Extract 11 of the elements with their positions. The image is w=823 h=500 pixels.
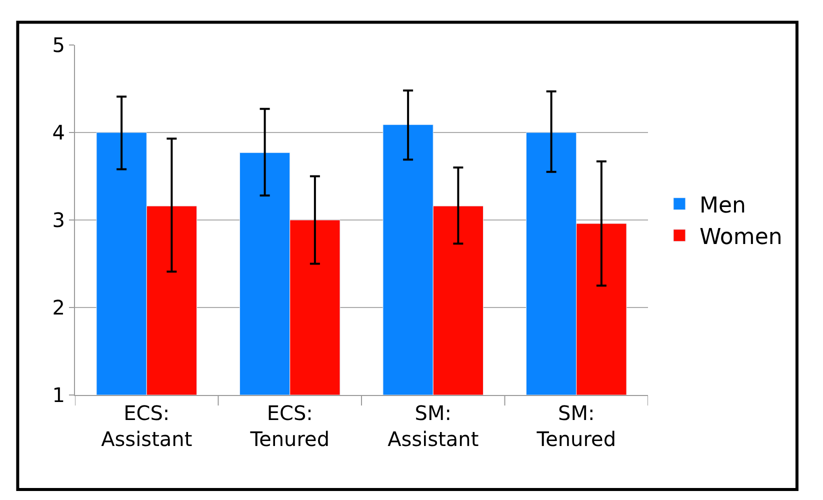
legend-label: Men xyxy=(699,193,746,218)
x-tick-label: ECS: Assistant xyxy=(101,401,192,451)
y-tick-label: 2 xyxy=(52,296,65,320)
x-tick-label: SM: Assistant xyxy=(388,401,479,451)
y-tick-label: 4 xyxy=(52,120,65,144)
y-tick-label: 5 xyxy=(52,33,65,57)
x-tick-label: SM: Tenured xyxy=(536,401,616,451)
legend-label: Women xyxy=(699,224,782,250)
x-tick-label: ECS: Tenured xyxy=(249,401,330,451)
y-tick-label: 1 xyxy=(52,383,65,407)
y-tick-label: 3 xyxy=(52,208,65,232)
